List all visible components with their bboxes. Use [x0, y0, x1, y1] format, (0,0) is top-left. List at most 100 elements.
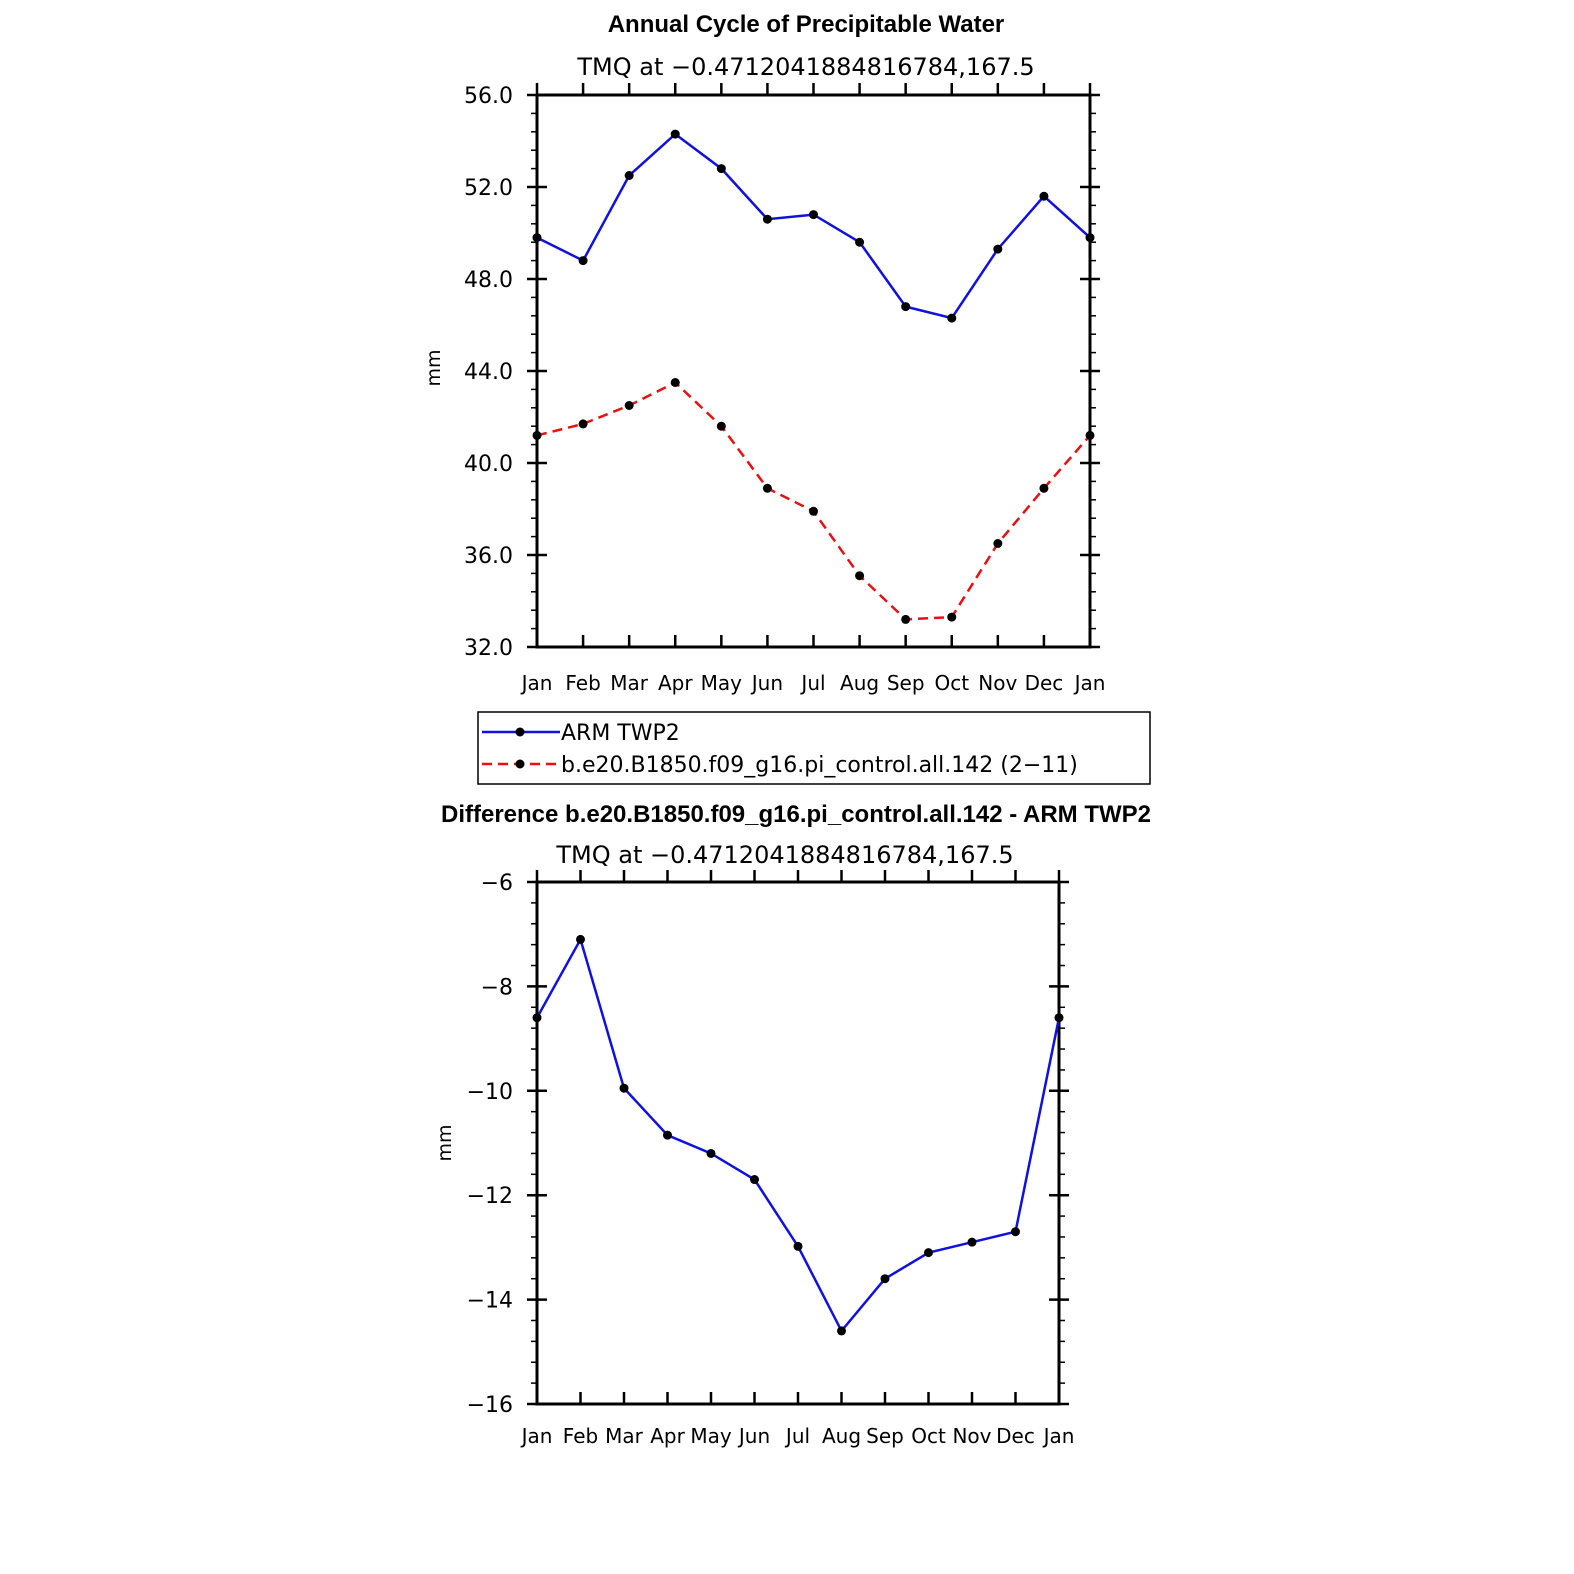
y-tick-labels: 32.0 36.0 40.0 44.0 48.0 52.0 56.0 [464, 84, 513, 661]
x-tick-label: May [701, 671, 743, 695]
data-point [1085, 430, 1095, 440]
data-point [880, 1274, 890, 1284]
y-tick-label: 52.0 [464, 176, 513, 201]
x-tick-label: Feb [563, 1424, 598, 1448]
x-tick-label: Jun [737, 1424, 770, 1448]
y-tick-label: −10 [467, 1080, 513, 1105]
x-tick-label: Oct [934, 671, 969, 695]
chart-subtitle: TMQ at −0.4712041884816784,167.5 [555, 841, 1013, 869]
y-axis-label: mm [434, 1124, 456, 1161]
x-tick-label: Jan [1073, 671, 1106, 695]
data-point [924, 1248, 933, 1258]
data-point [716, 164, 726, 174]
plot-frame [535, 880, 1061, 1406]
x-tick-label: Aug [840, 671, 879, 695]
data-point [809, 506, 818, 516]
data-point [809, 210, 818, 220]
data-point [762, 483, 772, 493]
data-point [576, 934, 585, 944]
axis-ticks [527, 870, 1069, 1406]
data-point [1039, 191, 1049, 201]
data-point [578, 256, 588, 266]
series-layer [532, 934, 1064, 1336]
x-tick-label: Dec [996, 1424, 1035, 1448]
series-line-1 [536, 380, 1091, 621]
x-tick-label: Nov [952, 1424, 991, 1448]
y-tick-label: −12 [467, 1184, 513, 1209]
y-tick-label: 32.0 [464, 636, 513, 661]
chart-title: Difference b.e20.B1850.f09_g16.pi_contro… [441, 801, 1151, 828]
y-tick-label: −6 [481, 871, 513, 896]
y-tick-label: 36.0 [464, 544, 513, 569]
legend-marker-arm [515, 727, 525, 737]
x-tick-label: Oct [911, 1424, 946, 1448]
x-tick-label: Apr [658, 671, 693, 695]
series-line-0 [535, 936, 1061, 1334]
data-point [750, 1175, 759, 1185]
series-layer [532, 129, 1095, 624]
x-tick-label: Jun [750, 671, 783, 695]
axis-ticks [527, 83, 1100, 649]
y-tick-label: 40.0 [464, 452, 513, 477]
x-tick-labels: Jan Feb Mar Apr May Jun Jul Aug Sep Oct Nov Dec Jan [520, 671, 1106, 695]
data-point [670, 378, 680, 387]
data-point [967, 1237, 977, 1247]
legend-box [477, 711, 1151, 785]
legend-label-arm: ARM TWP2 [561, 721, 680, 746]
x-tick-label: May [690, 1424, 732, 1448]
x-tick-label: Jan [1042, 1424, 1075, 1448]
y-tick-label: 56.0 [464, 84, 513, 109]
difference-chart: Difference b.e20.B1850.f09_g16.pi_contro… [434, 801, 1151, 1448]
chart-title: Annual Cycle of Precipitable Water [608, 11, 1005, 38]
data-point [901, 614, 911, 624]
y-axis-label: mm [423, 349, 445, 386]
data-point [993, 539, 1003, 548]
data-point [670, 129, 680, 139]
data-point [716, 421, 726, 431]
x-tick-label: Aug [822, 1424, 861, 1448]
data-point [793, 1241, 803, 1251]
data-point [578, 419, 588, 429]
y-tick-label: −8 [481, 975, 513, 1000]
x-tick-label: Jan [520, 671, 553, 695]
x-tick-label: Sep [887, 671, 925, 695]
data-point [624, 171, 634, 180]
legend: ARM TWP2 b.e20.B1850.f09_g16.pi_control.… [477, 711, 1151, 785]
x-tick-label: Sep [866, 1424, 904, 1448]
data-point [706, 1148, 716, 1158]
data-point [532, 430, 542, 440]
y-tick-label: −14 [467, 1289, 513, 1314]
data-point [663, 1130, 672, 1140]
data-point [901, 302, 911, 312]
legend-marker-model [515, 759, 525, 769]
x-tick-label: Dec [1025, 671, 1064, 695]
data-point [855, 571, 865, 581]
x-tick-labels: Jan Feb Mar Apr May Jun Jul Aug Sep Oct Nov Dec Jan [520, 1424, 1075, 1448]
data-point [947, 612, 957, 622]
data-point [619, 1083, 629, 1093]
x-tick-label: Nov [978, 671, 1017, 695]
data-point [532, 1013, 542, 1023]
x-tick-label: Apr [650, 1424, 685, 1448]
series-line-0 [536, 132, 1091, 320]
x-tick-label: Mar [610, 671, 649, 695]
data-point [1039, 483, 1049, 493]
y-tick-labels: −16 −14 −12 −10 −8 −6 [467, 871, 513, 1418]
data-point [947, 313, 957, 323]
data-point [855, 237, 865, 247]
x-tick-label: Feb [565, 671, 600, 695]
x-tick-label: Jan [520, 1424, 553, 1448]
plot-frame [535, 93, 1092, 649]
data-point [993, 244, 1003, 254]
y-tick-label: 44.0 [464, 360, 513, 385]
data-point [624, 401, 634, 410]
x-tick-label: Jul [784, 1424, 810, 1448]
data-point [1085, 233, 1095, 243]
x-tick-label: Mar [605, 1424, 644, 1448]
legend-label-model: b.e20.B1850.f09_g16.pi_control.all.142 (… [561, 753, 1078, 778]
annual-cycle-chart: Annual Cycle of Precipitable Water TMQ a… [423, 11, 1151, 785]
chart-subtitle: TMQ at −0.4712041884816784,167.5 [576, 53, 1034, 81]
data-point [837, 1326, 846, 1336]
data-point [1011, 1227, 1020, 1237]
